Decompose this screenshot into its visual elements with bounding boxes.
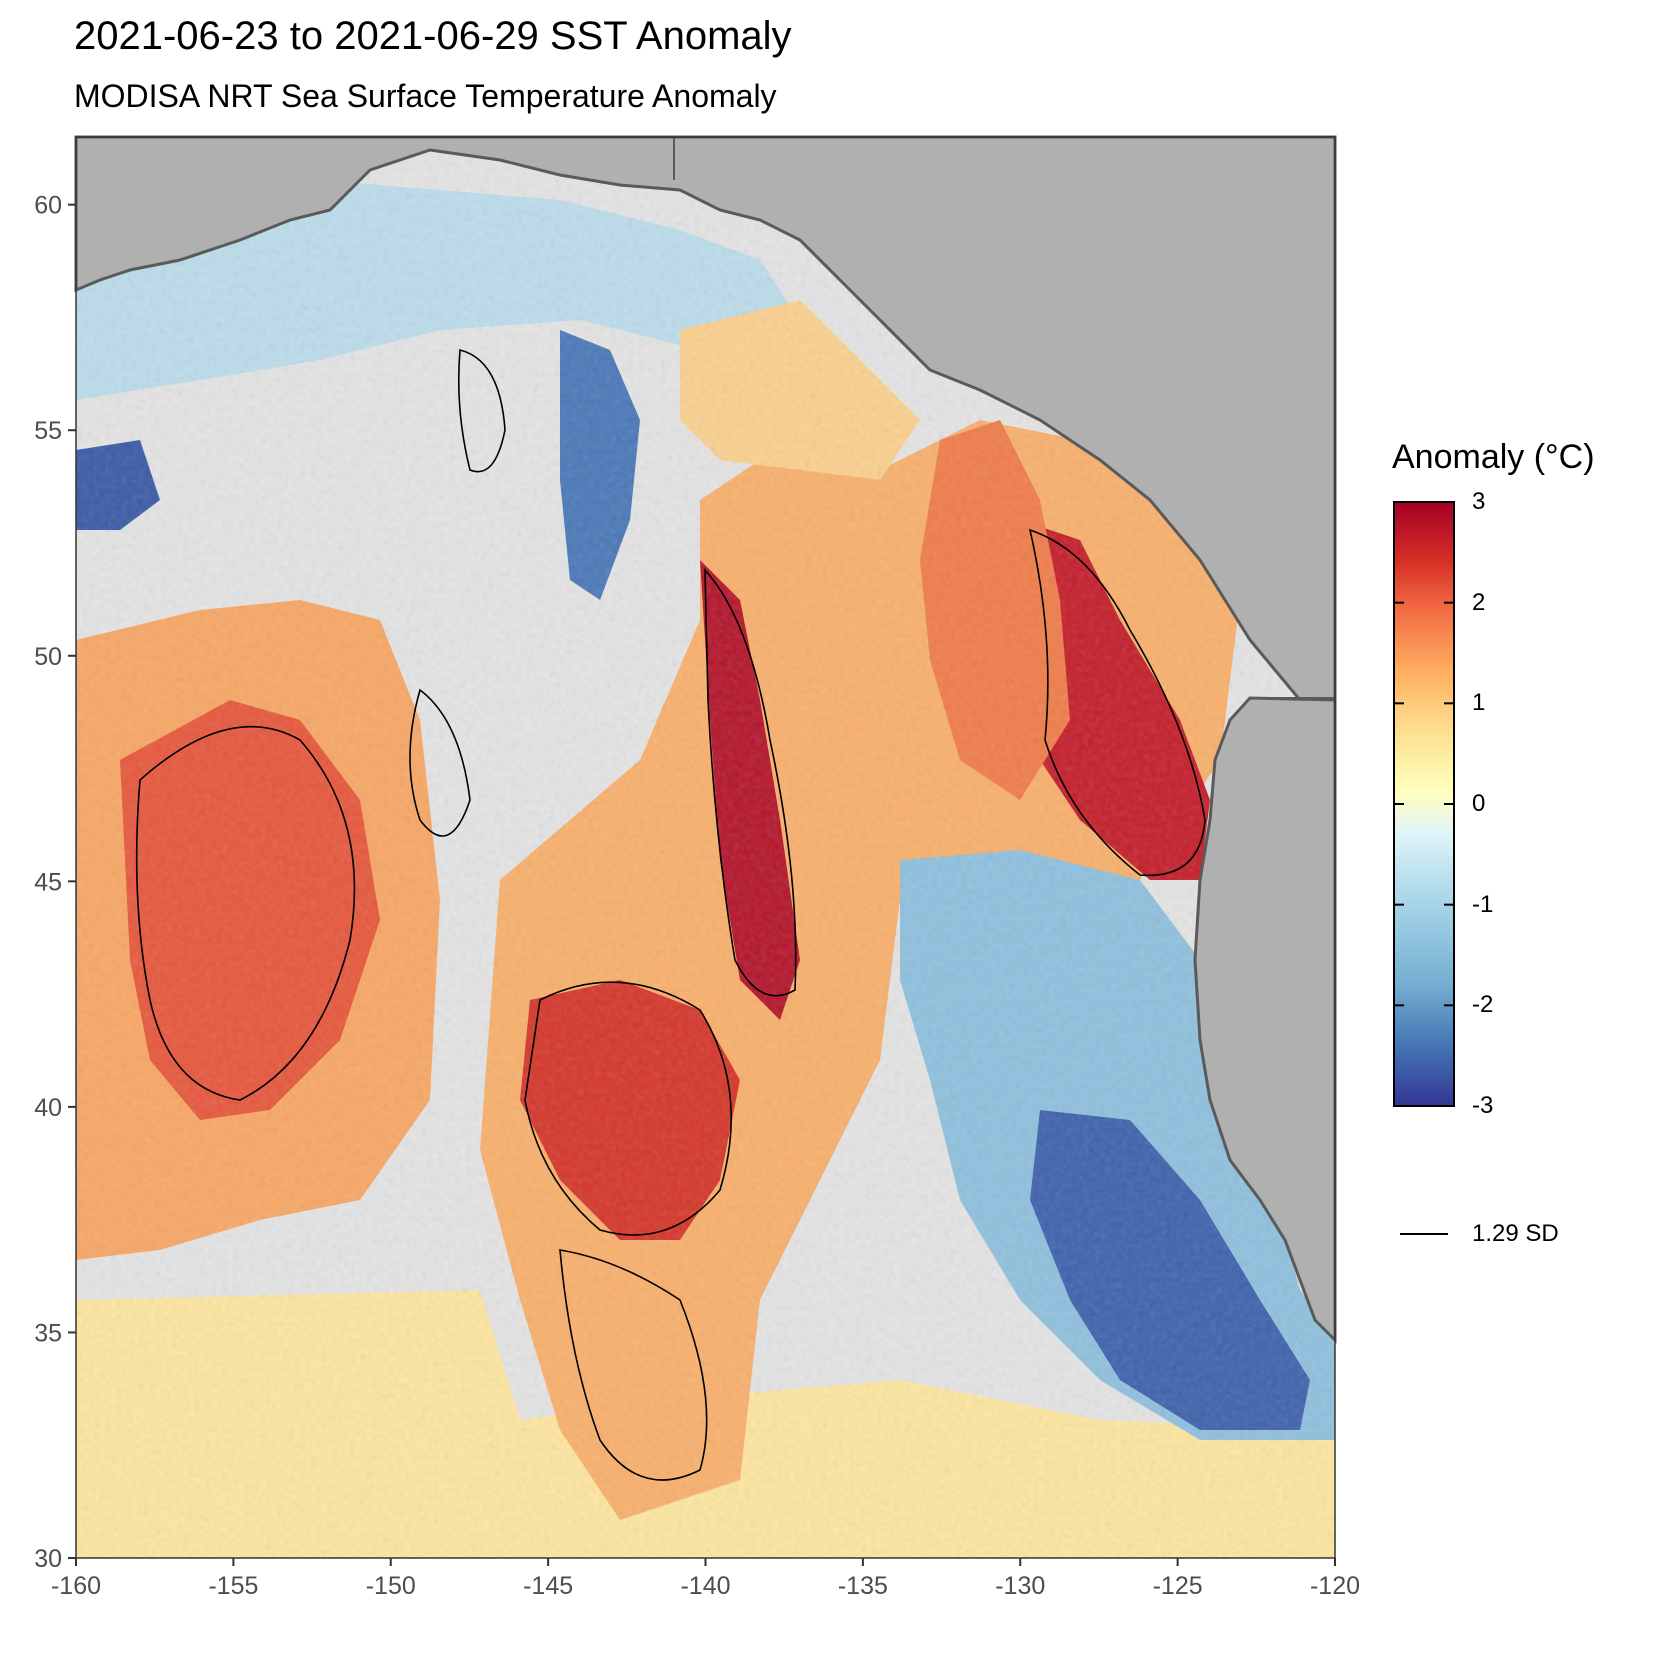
y-tick-label: 55 [34, 417, 62, 445]
land-north-america [1193, 696, 1337, 1344]
x-tick-label: -150 [366, 1572, 416, 1600]
colorbar-tick-label: -1 [1472, 890, 1494, 918]
x-axis: -160 -155 -150 -145 -140 -135 -130 -125 -120 [51, 1558, 1360, 1600]
y-tick-label: 60 [34, 192, 62, 220]
map-title: 2021-06-23 to 2021-06-29 SST Anomaly [74, 14, 792, 58]
colorbar-tick-label: 1 [1472, 689, 1486, 717]
x-tick-label: -160 [51, 1572, 101, 1600]
x-tick-label: -125 [1153, 1572, 1203, 1600]
y-tick-label: 50 [34, 643, 62, 671]
contour-legend-label: 1.29 SD [1472, 1220, 1559, 1247]
colorbar-tick-label: 0 [1472, 790, 1486, 817]
colorbar-tick-label: -2 [1472, 991, 1494, 1019]
colorbar-tick-label: 3 [1472, 488, 1486, 515]
y-tick-label: 35 [34, 1319, 62, 1347]
colorbar-ticks [1394, 501, 1454, 1107]
x-tick-label: -120 [1310, 1572, 1360, 1600]
y-tick-label: 30 [34, 1545, 62, 1573]
y-tick-label: 45 [34, 868, 62, 896]
x-tick-label: -140 [680, 1572, 730, 1600]
y-axis: 30 35 40 45 50 55 60 [34, 192, 76, 1573]
land-alaska [74, 135, 1337, 702]
x-tick-label: -155 [208, 1572, 258, 1600]
colorbar-tick-label: 2 [1472, 588, 1486, 616]
legend-title: Anomaly (°C) [1392, 438, 1595, 476]
landmass [74, 135, 1337, 1344]
x-tick-label: -130 [995, 1572, 1045, 1600]
x-tick-label: -145 [523, 1572, 573, 1600]
y-tick-label: 40 [34, 1094, 62, 1122]
border-line [673, 137, 1335, 699]
contour-lines [135, 348, 1206, 1481]
colorbar-tick-label: -3 [1472, 1092, 1494, 1119]
map-subtitle: MODISA NRT Sea Surface Temperature Anoma… [74, 78, 777, 114]
x-tick-label: -135 [838, 1572, 888, 1600]
